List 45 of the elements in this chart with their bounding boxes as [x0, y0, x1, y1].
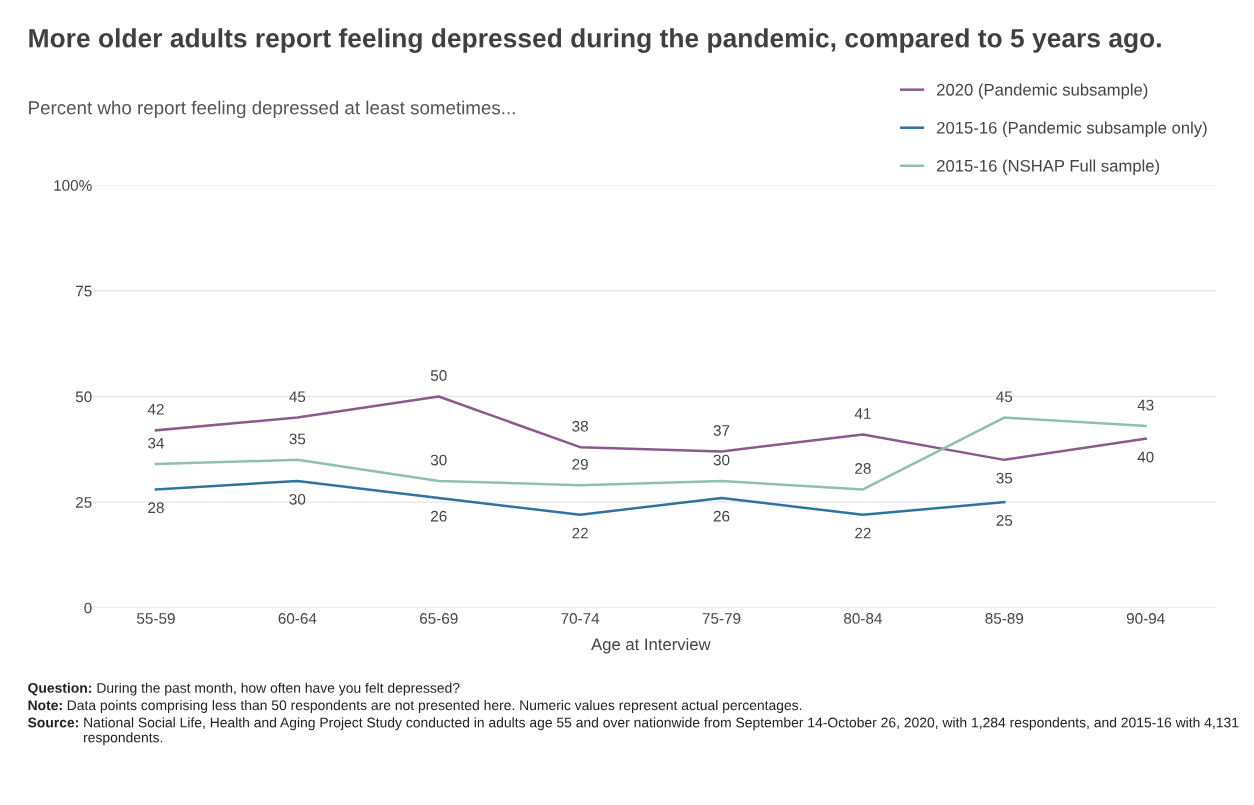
data-label: 50	[430, 370, 447, 381]
data-label: 25	[996, 515, 1013, 526]
text: Note: Data points comprising less than 50 respondents are not presented here. Numeric values represent actual percentages.	[28, 699, 802, 713]
data-label: 22	[572, 527, 588, 539]
x-tick-label: 55-59	[137, 613, 175, 624]
legend-label: 2015-16 (Pandemic subsample only)	[937, 121, 1207, 137]
legend-label: 2020 (Pandemic subsample)	[937, 83, 1148, 99]
data-label: 43	[1137, 399, 1154, 411]
data-label: 28	[855, 463, 871, 474]
data-label: 26	[713, 510, 730, 522]
data-label: 40	[1137, 451, 1154, 463]
data-label: 41	[854, 408, 871, 419]
data-label: 30	[289, 493, 306, 505]
x-tick-label: 65-69	[419, 613, 458, 624]
x-tick-label: 85-89	[985, 613, 1024, 624]
x-tick-label: 90-94	[1126, 613, 1165, 624]
data-label: 37	[713, 425, 730, 436]
x-tick-label: 80-84	[844, 613, 882, 624]
x-tick-label: 70-74	[561, 613, 600, 624]
data-label: 45	[289, 391, 306, 403]
data-label: 29	[572, 458, 588, 470]
chart-title: More older adults report feeling depressed during the pandemic, compared to 5 years ago.	[29, 28, 1161, 53]
y-tick-label: 50	[75, 391, 92, 403]
y-tick-label: 100%	[54, 180, 92, 191]
data-label: 22	[855, 527, 871, 539]
data-label: 42	[147, 403, 164, 415]
data-label: 30	[430, 454, 447, 466]
text: Question: During the past month, how often have you felt depressed?	[28, 682, 460, 696]
y-tick-label: 25	[75, 496, 92, 508]
data-label: 28	[148, 502, 164, 514]
data-label: 45	[996, 391, 1013, 403]
data-label: 38	[572, 420, 588, 432]
y-tick-label: 75	[76, 285, 92, 297]
legend-label: 2015-16 (NSHAP Full sample)	[937, 159, 1160, 176]
x-axis-title: Age at Interview	[591, 637, 711, 654]
source-note: Source: National Social Life, Health and Aging Project Study conducted in adults age 55 and over nationwide from September 14-October 26, 2020, with 1,284 respondents, and 2015-16 with 4,131 respondents.	[27, 717, 1239, 746]
y-tick-label: 0	[84, 602, 92, 614]
data-label: 35	[996, 472, 1013, 484]
chart-subtitle: Percent who report feeling depressed at least sometimes...	[29, 100, 515, 119]
x-tick-label: 75-79	[702, 613, 741, 624]
x-tick-label: 60-64	[278, 613, 317, 624]
data-label: 30	[713, 454, 730, 466]
data-label: 35	[289, 433, 306, 445]
data-label: 34	[148, 437, 165, 449]
data-label: 26	[431, 510, 447, 522]
